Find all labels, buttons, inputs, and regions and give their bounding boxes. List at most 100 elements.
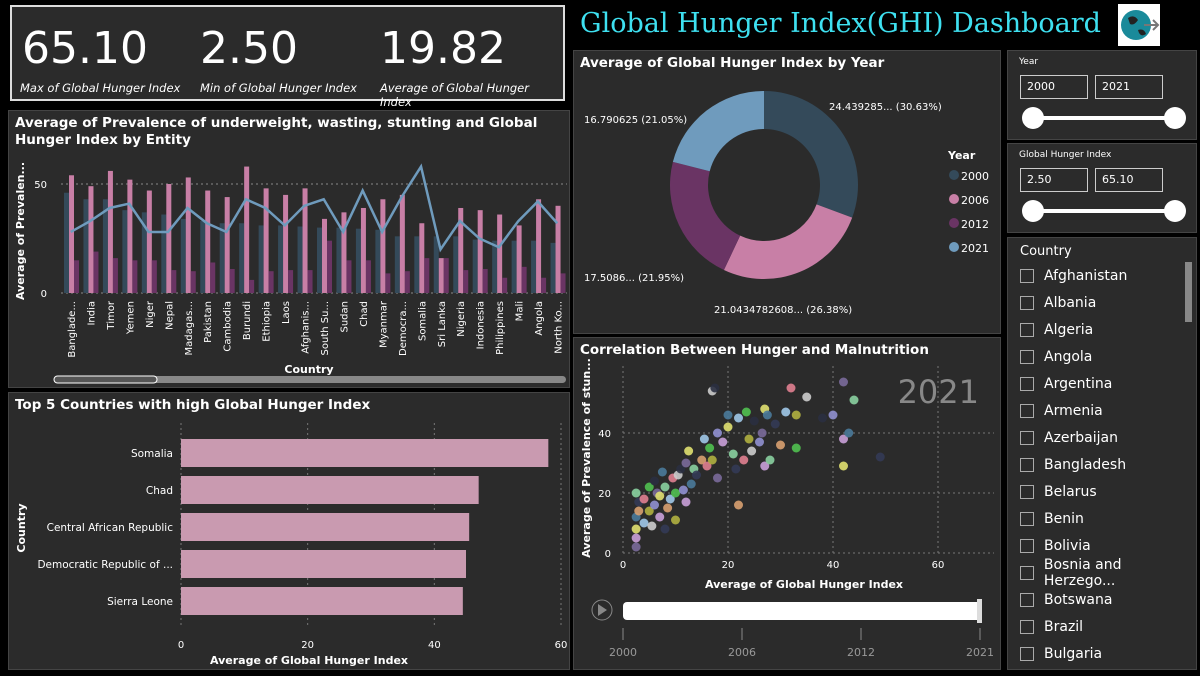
country-option[interactable]: Bosnia and Herzego... [1020,557,1196,589]
country-option[interactable]: Argentina [1020,374,1112,394]
country-option[interactable]: Angola [1020,347,1092,367]
kpi-min-label: Min of Global Hunger Index [200,81,357,95]
country-option[interactable]: Azerbaijan [1020,428,1118,448]
country-option[interactable]: Bolivia [1020,536,1091,556]
bar-2 [288,270,294,293]
country-option-label: Azerbaijan [1044,430,1118,446]
bar [181,550,466,578]
bar-1 [244,166,250,293]
bar-2 [443,258,449,293]
chart-title: Top 5 Countries with high Global Hunger … [15,397,371,413]
checkbox[interactable] [1020,512,1034,526]
legend-label: 2006 [961,194,989,207]
checkbox[interactable] [1020,296,1034,310]
year-min-handle[interactable] [1022,107,1044,129]
checkbox[interactable] [1020,377,1034,391]
checkbox[interactable] [1020,647,1034,661]
country-option[interactable]: Algeria [1020,320,1093,340]
legend-marker [949,218,959,228]
country-option[interactable]: Armenia [1020,401,1103,421]
scrollbar-thumb[interactable] [53,375,158,384]
checkbox[interactable] [1020,323,1034,337]
bar [181,476,479,504]
bar-0 [239,223,245,293]
bar-0 [394,236,400,293]
bar-0 [180,218,186,293]
y-axis-label: Country [15,503,28,552]
ghi-to-input[interactable]: 65.10 [1095,168,1163,192]
horizontal-scrollbar[interactable] [54,376,566,383]
checkbox[interactable] [1020,485,1034,499]
country-scrollbar[interactable] [1185,262,1192,322]
bar-0 [317,227,322,293]
country-option[interactable]: Albania [1020,293,1096,313]
year-max-handle[interactable] [1164,107,1186,129]
scatter-point [731,464,741,474]
checkbox[interactable] [1020,566,1034,580]
bar-0 [141,212,147,293]
play-button[interactable] [591,599,613,621]
play-axis-handle[interactable] [977,599,982,623]
bar-1 [360,207,366,293]
data-label: 24.439285... (30.63%) [829,102,942,113]
ghi-range-track[interactable] [1033,209,1183,213]
play-axis-slider[interactable] [623,602,981,620]
checkbox[interactable] [1020,404,1034,418]
x-tick-label: Angola [534,301,545,336]
scatter-point [723,422,733,432]
ghi-max-handle[interactable] [1164,200,1186,222]
checkbox[interactable] [1020,593,1034,607]
ghi-from-input[interactable]: 2.50 [1020,168,1088,192]
country-option[interactable]: Afghanistan [1020,266,1127,286]
year-range-track[interactable] [1033,116,1183,120]
checkbox[interactable] [1020,458,1034,472]
scatter-point [728,449,738,459]
checkbox[interactable] [1020,269,1034,283]
year-to-input[interactable]: 2021 [1095,75,1163,99]
checkbox[interactable] [1020,620,1034,634]
scatter-point [839,461,848,471]
scatter-point [770,419,780,429]
scatter-point [676,464,686,474]
scatter-point [786,383,796,393]
bar-1 [107,170,113,293]
donut-slice-2006 [723,204,853,279]
scatter-point [802,392,812,402]
y-tick-label: Sierra Leone [107,596,173,608]
year-from-input[interactable]: 2000 [1020,75,1088,99]
bar-2 [521,266,527,293]
country-option-label: Angola [1044,349,1093,365]
checkbox[interactable] [1020,350,1034,364]
checkbox[interactable] [1020,431,1034,445]
bar-1 [302,188,308,293]
country-option[interactable]: Benin [1020,509,1084,529]
country-option[interactable]: Bulgaria [1020,644,1102,664]
bar-2 [210,262,216,293]
country-option[interactable]: Botswana [1020,590,1112,610]
ghi-min-handle[interactable] [1022,200,1044,222]
country-option-label: Benin [1044,511,1084,527]
kpi-avg-value: 19.82 [380,23,506,74]
country-option[interactable]: Brazil [1020,617,1083,637]
checkbox[interactable] [1020,539,1034,553]
scatter-point [686,479,696,489]
scatter-point [791,443,801,453]
country-option[interactable]: Bangladesh [1020,455,1126,475]
bar-0 [122,210,128,293]
bar-0 [492,240,498,293]
bar-0 [258,225,264,293]
scatter-point [828,410,838,420]
country-option-label: Albania [1044,295,1097,311]
x-tick-label: Sri Lanka [437,301,448,347]
x-tick-label: India [86,301,97,326]
bar-2 [346,260,352,293]
scatter-point [665,494,675,504]
bar-0 [219,223,225,293]
country-option-label: Afghanistan [1044,268,1128,284]
x-tick-label: Democra... [398,301,409,356]
x-tick-label: Indonesia [476,301,487,349]
country-option-label: Brazil [1044,619,1084,635]
scatter-point [655,512,665,522]
play-icon [598,604,607,616]
country-option[interactable]: Belarus [1020,482,1097,502]
